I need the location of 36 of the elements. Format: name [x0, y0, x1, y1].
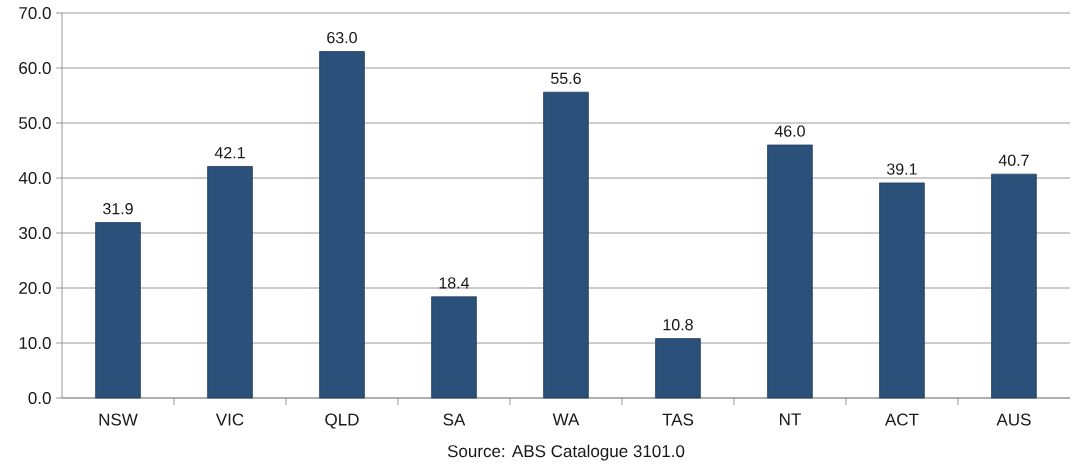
bar	[207, 166, 253, 399]
data-label: 10.8	[663, 319, 693, 331]
x-tick-label: WA	[552, 413, 580, 426]
x-tick-label: NT	[780, 413, 801, 426]
bar	[767, 144, 813, 399]
bar	[95, 222, 141, 399]
x-tick-label: NSW	[99, 413, 138, 426]
x-tick-label: QLD	[325, 413, 359, 429]
y-tick-label: 60.0	[19, 61, 51, 75]
x-tick-label: TAS	[662, 413, 694, 426]
bar	[319, 51, 365, 399]
y-tick-label: 70.0	[19, 6, 51, 20]
bar	[431, 296, 477, 399]
data-label: 42.1	[214, 147, 245, 159]
data-label: 63.0	[327, 31, 357, 44]
x-tick-label: ACT	[884, 413, 919, 426]
bar	[655, 338, 701, 399]
source-note: Source: ABS Catalogue 3101.0	[447, 444, 685, 461]
x-tick-label: SA	[443, 413, 466, 426]
y-tick-label: 40.0	[18, 171, 51, 185]
bar	[879, 182, 925, 399]
data-label: 39.1	[886, 163, 917, 175]
y-tick-label: 0.0	[28, 391, 51, 405]
bar	[543, 91, 589, 399]
y-tick-label: 50.0	[19, 116, 51, 130]
x-tick-label: VIC	[215, 413, 244, 426]
y-tick-label: 20.0	[19, 281, 51, 295]
data-label: 31.9	[103, 203, 133, 215]
data-label: 55.6	[551, 72, 581, 85]
bar	[991, 173, 1037, 399]
data-label: 18.4	[439, 277, 470, 289]
data-label: 46.0	[774, 125, 805, 137]
y-tick-label: 30.0	[19, 226, 51, 240]
x-tick-label: AUS	[996, 413, 1031, 426]
data-label: 40.7	[998, 154, 1029, 166]
y-tick-label: 10.0	[19, 336, 51, 350]
